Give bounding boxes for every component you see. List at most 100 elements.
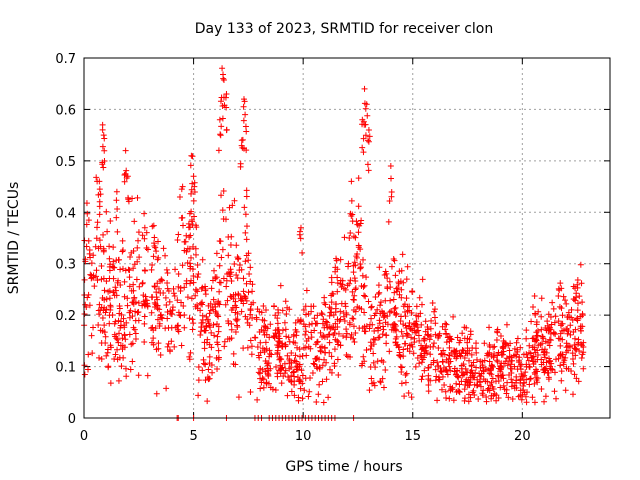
data-point xyxy=(381,272,388,279)
data-point xyxy=(578,354,585,361)
y-tick-label: 0.2 xyxy=(55,309,76,324)
data-point xyxy=(331,360,338,367)
data-point xyxy=(557,330,564,337)
data-point xyxy=(398,364,405,371)
data-point xyxy=(320,399,327,406)
data-point xyxy=(194,288,201,295)
data-point xyxy=(194,274,201,281)
data-point xyxy=(265,380,272,387)
data-point xyxy=(337,342,344,349)
data-point xyxy=(412,320,419,327)
data-point xyxy=(451,348,458,355)
data-point xyxy=(319,378,326,385)
data-point xyxy=(365,127,372,133)
data-point xyxy=(457,352,464,359)
data-point xyxy=(368,375,375,382)
data-point xyxy=(422,318,429,325)
data-point xyxy=(399,251,406,258)
data-point xyxy=(375,334,382,341)
data-point xyxy=(274,320,281,327)
data-point xyxy=(326,304,333,311)
data-point xyxy=(245,257,252,264)
data-point xyxy=(548,321,555,328)
data-point xyxy=(541,398,548,405)
data-point xyxy=(333,257,340,264)
data-point xyxy=(404,331,411,338)
data-point xyxy=(207,324,214,331)
data-point xyxy=(93,235,100,242)
data-point xyxy=(141,210,148,217)
data-point xyxy=(222,301,229,308)
data-point xyxy=(430,357,437,364)
data-point xyxy=(96,198,103,205)
data-point xyxy=(155,285,162,292)
data-point xyxy=(523,399,530,406)
data-point xyxy=(227,266,234,273)
data-point xyxy=(571,371,578,378)
data-point xyxy=(372,364,379,371)
data-point xyxy=(509,396,516,403)
data-point xyxy=(486,358,493,365)
data-point xyxy=(579,351,586,358)
data-point xyxy=(313,399,320,406)
data-point xyxy=(264,370,271,377)
data-point xyxy=(552,331,559,338)
data-point xyxy=(488,353,495,360)
data-point xyxy=(107,218,114,225)
data-point xyxy=(481,340,488,347)
data-point xyxy=(459,346,466,353)
data-point xyxy=(210,296,217,303)
data-point xyxy=(176,194,183,201)
data-point xyxy=(129,358,136,365)
data-point xyxy=(360,149,367,156)
data-point xyxy=(106,295,113,302)
data-point xyxy=(468,351,475,358)
data-point xyxy=(328,353,335,360)
data-point xyxy=(302,323,309,330)
data-point xyxy=(114,228,121,235)
data-point xyxy=(219,246,226,253)
data-point xyxy=(122,336,129,343)
data-point xyxy=(195,271,202,278)
data-point xyxy=(130,299,137,306)
data-point xyxy=(232,328,239,335)
data-point xyxy=(98,276,105,283)
data-point xyxy=(284,352,291,359)
data-point xyxy=(497,368,504,375)
data-point xyxy=(383,332,390,339)
data-point xyxy=(243,280,250,287)
data-point xyxy=(498,360,505,367)
data-point xyxy=(326,323,333,330)
data-point xyxy=(105,363,112,370)
data-point xyxy=(243,252,250,259)
data-point xyxy=(443,339,450,346)
data-point xyxy=(119,265,126,272)
data-point xyxy=(580,365,587,372)
data-point xyxy=(442,320,449,327)
data-point xyxy=(225,234,232,240)
data-point xyxy=(205,302,212,309)
data-point xyxy=(238,266,245,273)
data-point xyxy=(259,316,266,323)
data-point xyxy=(130,281,137,288)
data-point xyxy=(439,358,446,365)
data-point xyxy=(578,280,585,287)
data-point xyxy=(129,195,136,202)
data-point xyxy=(555,355,562,362)
data-point xyxy=(159,277,166,284)
data-point xyxy=(202,291,209,298)
data-point xyxy=(435,344,442,351)
data-point xyxy=(514,335,521,342)
data-point xyxy=(394,341,401,348)
data-point xyxy=(375,290,382,297)
data-point xyxy=(135,229,142,236)
data-point xyxy=(223,283,230,290)
data-point xyxy=(350,323,357,330)
data-point xyxy=(124,295,131,302)
data-point xyxy=(100,164,107,171)
data-point xyxy=(159,315,166,322)
data-point xyxy=(175,270,182,277)
data-point xyxy=(538,326,545,333)
data-point xyxy=(120,315,127,322)
data-point xyxy=(493,357,500,364)
